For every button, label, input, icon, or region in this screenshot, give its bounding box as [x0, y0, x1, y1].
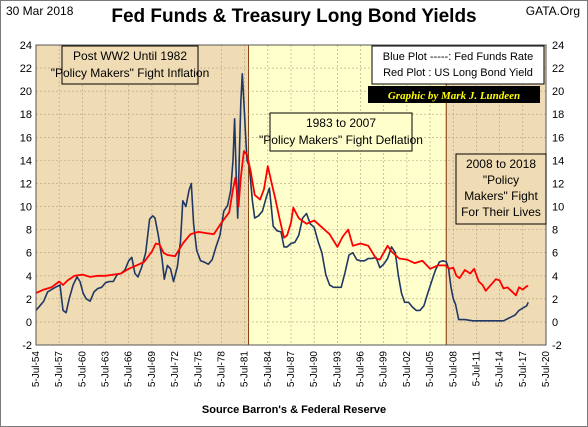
- annotation-era3-text: Makers" Fight: [464, 189, 538, 203]
- annotation-era2-text: "Policy Makers" Fight Deflation: [259, 133, 423, 147]
- y-tick-label-right: 6: [552, 248, 558, 260]
- y-tick-label-right: 8: [552, 225, 558, 237]
- chart-title: Fed Funds & Treasury Long Bond Yields: [111, 6, 477, 27]
- y-tick-label-left: -2: [22, 340, 32, 352]
- x-tick-label: 5-Jul-11: [471, 351, 482, 387]
- x-tick-label: 5-Jul-17: [518, 351, 529, 388]
- x-tick-label: 5-Jul-08: [448, 351, 459, 388]
- x-tick-label: 5-Jul-60: [77, 351, 88, 388]
- date-label: 30 Mar 2018: [6, 4, 74, 18]
- y-tick-label-right: 16: [552, 132, 564, 144]
- x-tick-label: 5-Jul-54: [31, 351, 42, 388]
- annotation-era3-text: For Their Lives: [461, 205, 541, 219]
- x-tick-label: 5-Jul-66: [124, 351, 135, 388]
- series-layer: [35, 73, 529, 322]
- x-tick-label: 5-Jul-63: [101, 351, 112, 388]
- y-tick-label-right: 18: [552, 109, 564, 121]
- x-tick-label: 5-Jul-90: [309, 351, 320, 388]
- legend-box: [371, 45, 545, 85]
- y-tick-label-right: 0: [552, 317, 558, 329]
- y-tick-label-left: 20: [20, 86, 32, 98]
- credit-text: Graphic by Mark J. Lundeen: [388, 90, 520, 102]
- x-tick-label: 5-Jul-57: [54, 351, 65, 388]
- y-tick-label-left: 0: [26, 317, 32, 329]
- y-tick-label-left: 10: [20, 202, 32, 214]
- credit-banner: [368, 86, 540, 103]
- x-tick-label: 5-Jul-20: [541, 351, 552, 388]
- x-tick-label: 5-Jul-02: [402, 351, 413, 388]
- legend-text: Red Plot : US Long Bond Yield: [383, 67, 533, 79]
- y-tick-label-right: 4: [552, 271, 558, 283]
- x-tick-label: 5-Jul-72: [170, 351, 181, 388]
- x-tick-label: 5-Jul-81: [240, 351, 251, 388]
- y-tick-label-right: -2: [552, 340, 562, 352]
- annotations-layer: Post WW2 Until 1982 "Policy Makers" Fight…: [51, 45, 547, 225]
- annotation-era3: [455, 153, 547, 225]
- y-tick-label-left: 24: [20, 40, 32, 52]
- x-tick-label: 5-Jul-99: [379, 351, 390, 388]
- y-tick-label-left: 12: [20, 178, 32, 190]
- x-tick-label: 5-Jul-05: [425, 351, 436, 388]
- y-tick-label-left: 8: [26, 225, 32, 237]
- annotation-era2-text: 1983 to 2007: [306, 116, 376, 130]
- site-label: GATA.Org: [525, 4, 580, 18]
- y-tick-label-right: 22: [552, 63, 564, 75]
- x-tick-label: 5-Jul-84: [263, 351, 274, 388]
- series-line-long-bond: [35, 150, 529, 297]
- y-tick-label-left: 16: [20, 132, 32, 144]
- y-tick-label-right: 24: [552, 40, 564, 52]
- annotation-era1: [61, 45, 199, 85]
- y-tick-label-left: 6: [26, 248, 32, 260]
- y-tick-label-right: 12: [552, 178, 564, 190]
- x-tick-label: 5-Jul-69: [147, 351, 158, 388]
- annotation-era2: [269, 112, 413, 152]
- source-label: Source Barron's & Federal Reserve: [201, 404, 387, 416]
- y-tick-label-right: 10: [552, 202, 564, 214]
- legend-text: Blue Plot -----: Fed Funds Rate: [383, 51, 533, 63]
- y-tick-label-left: 4: [26, 271, 32, 283]
- y-tick-label-right: 20: [552, 86, 564, 98]
- x-tick-label: 5-Jul-78: [216, 351, 227, 388]
- y-tick-label-right: 14: [552, 155, 564, 167]
- y-tick-label-left: 22: [20, 63, 32, 75]
- x-tick-label: 5-Jul-87: [286, 351, 297, 388]
- annotation-era1-text: "Policy Makers" Fight Inflation: [51, 66, 210, 80]
- y-tick-label-right: 2: [552, 294, 558, 306]
- x-tick-label: 5-Jul-14: [495, 351, 506, 388]
- x-tick-label: 5-Jul-96: [356, 351, 367, 388]
- annotation-era1-text: Post WW2 Until 1982: [73, 49, 187, 63]
- x-tick-label: 5-Jul-75: [193, 351, 204, 388]
- annotation-era3-text: 2008 to 2018: [466, 157, 536, 171]
- region-era1: [35, 44, 249, 346]
- y-tick-label-left: 2: [26, 294, 32, 306]
- x-tick-label: 5-Jul-93: [332, 351, 343, 388]
- y-tick-label-left: 18: [20, 109, 32, 121]
- y-tick-label-left: 14: [20, 155, 32, 167]
- annotation-era3-text: "Policy: [483, 173, 519, 187]
